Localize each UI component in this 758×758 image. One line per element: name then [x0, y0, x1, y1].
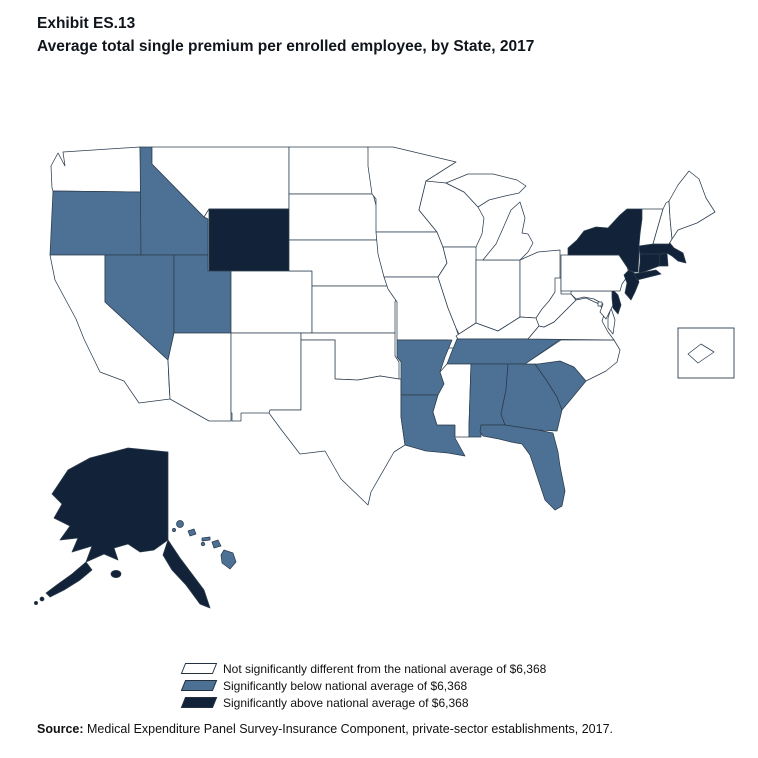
state-ak-panhandle [162, 539, 211, 609]
state-pa [560, 254, 630, 292]
us-choropleth-map [28, 122, 738, 647]
legend-row-above: Significantly above national average of … [180, 694, 546, 711]
state-tx [268, 339, 406, 506]
state-hi-molokai [201, 536, 211, 542]
source-label: Source: [37, 722, 84, 736]
state-mi-lower [482, 201, 534, 261]
state-ak-island-1 [39, 596, 45, 602]
source-text: Medical Expenditure Panel Survey-Insuran… [83, 722, 613, 736]
exhibit-number: Exhibit ES.13 [37, 15, 136, 32]
state-ny-long-island [633, 269, 662, 281]
state-sd [288, 193, 381, 241]
state-mi-upper [445, 173, 527, 208]
state-ak-aleutians [45, 561, 93, 598]
us-map-svg [34, 146, 735, 609]
state-co [230, 270, 313, 334]
state-hi-niihau [172, 528, 176, 532]
state-dc-marker [597, 301, 603, 307]
state-dc-callout-shape [687, 343, 715, 364]
legend-label-not-different: Not significantly different from the nat… [223, 661, 547, 676]
state-az [167, 332, 232, 422]
legend-row-not-different: Not significantly different from the nat… [180, 660, 547, 677]
state-me [668, 170, 716, 240]
state-nc [524, 339, 621, 382]
state-wy [208, 208, 290, 272]
state-de [611, 288, 622, 315]
state-or [49, 190, 142, 256]
state-ak-island-2 [34, 601, 38, 605]
state-wv [535, 277, 577, 328]
source-note: Source: Medical Expenditure Panel Survey… [37, 722, 613, 736]
legend-label-above: Significantly above national average of … [223, 695, 469, 710]
state-in [475, 259, 521, 332]
state-ak [51, 447, 169, 563]
state-hi-group [172, 520, 237, 570]
state-ak-kodiak [110, 570, 122, 578]
legend-row-below: Significantly below national average of … [180, 677, 546, 694]
exhibit-title: Average total single premium per enrolle… [37, 38, 535, 55]
state-nd [288, 146, 374, 195]
state-hi-big-island [220, 549, 237, 570]
map-legend: Not significantly different from the nat… [180, 660, 547, 711]
state-nm [230, 332, 302, 422]
legend-swatch-below [180, 680, 218, 691]
state-hi-oahu [187, 528, 197, 537]
dc-callout-box [677, 327, 735, 379]
state-ia [375, 231, 448, 278]
legend-swatch-above [180, 697, 218, 708]
state-wa [50, 146, 142, 193]
state-ct [638, 253, 661, 274]
state-hi-kauai [176, 520, 184, 528]
state-ak-group [34, 447, 211, 609]
state-hi-maui [211, 539, 222, 549]
state-ri [658, 252, 669, 267]
legend-label-below: Significantly below national average of … [223, 678, 468, 693]
exhibit-header: Exhibit ES.13 Average total single premi… [37, 12, 534, 58]
legend-swatch-not-different [180, 663, 218, 674]
state-ma [638, 241, 687, 264]
state-hi-lanai [200, 541, 206, 547]
state-ks [311, 285, 399, 334]
state-fl [479, 424, 566, 511]
